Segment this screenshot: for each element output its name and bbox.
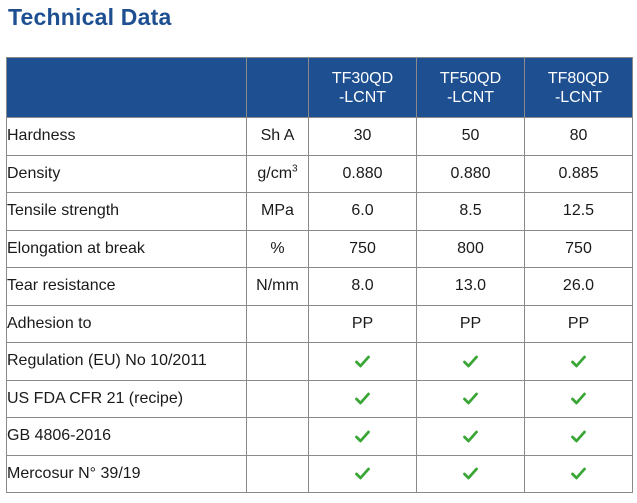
value-cell	[524, 379, 633, 418]
page-title: Technical Data	[8, 4, 172, 30]
header-unit	[246, 57, 309, 118]
value-cell: 800	[416, 229, 525, 268]
unit-cell: g/cm3	[246, 154, 309, 193]
value-cell	[308, 342, 417, 381]
value-cell: PP	[416, 304, 525, 343]
unit-cell: MPa	[246, 192, 309, 231]
property-label: Density	[6, 154, 247, 193]
unit-cell: N/mm	[246, 267, 309, 306]
check-icon	[571, 355, 586, 368]
value-cell: 0.885	[524, 154, 633, 193]
unit-cell	[246, 379, 309, 418]
value-cell: 50	[416, 117, 525, 156]
table-header-row: TF30QD -LCNT TF50QD -LCNT TF80QD -LCNT	[6, 57, 633, 118]
table-row: Regulation (EU) No 10/2011	[6, 342, 633, 381]
technical-data-table: TF30QD -LCNT TF50QD -LCNT TF80QD -LCNT H…	[6, 57, 633, 493]
check-icon	[355, 430, 370, 443]
value-cell	[524, 342, 633, 381]
value-cell: PP	[524, 304, 633, 343]
value-cell	[524, 454, 633, 493]
property-label: Elongation at break	[6, 229, 247, 268]
unit-cell	[246, 304, 309, 343]
value-cell: PP	[308, 304, 417, 343]
property-label: Tensile strength	[6, 192, 247, 231]
unit-cell	[246, 454, 309, 493]
header-property	[6, 57, 247, 118]
header-product: TF80QD -LCNT	[524, 57, 633, 118]
value-cell: 80	[524, 117, 633, 156]
value-cell	[416, 342, 525, 381]
check-icon	[355, 392, 370, 405]
header-product: TF50QD -LCNT	[416, 57, 525, 118]
value-cell: 8.5	[416, 192, 525, 231]
property-label: Mercosur N° 39/19	[6, 454, 247, 493]
check-icon	[463, 430, 478, 443]
value-cell: 750	[308, 229, 417, 268]
check-icon	[571, 430, 586, 443]
table-row: Adhesion to PP PP PP	[6, 304, 633, 343]
value-cell: 0.880	[416, 154, 525, 193]
value-cell: 26.0	[524, 267, 633, 306]
table-row: Tensile strength MPa 6.0 8.5 12.5	[6, 192, 633, 231]
unit-cell: %	[246, 229, 309, 268]
value-cell: 0.880	[308, 154, 417, 193]
property-label: Hardness	[6, 117, 247, 156]
value-cell	[416, 454, 525, 493]
check-icon	[463, 392, 478, 405]
table-row: Hardness Sh A 30 50 80	[6, 117, 633, 156]
value-cell: 750	[524, 229, 633, 268]
value-cell	[308, 379, 417, 418]
unit-cell	[246, 417, 309, 456]
property-label: US FDA CFR 21 (recipe)	[6, 379, 247, 418]
property-label: Adhesion to	[6, 304, 247, 343]
table-row: Density g/cm3 0.880 0.880 0.885	[6, 154, 633, 193]
check-icon	[571, 392, 586, 405]
value-cell: 13.0	[416, 267, 525, 306]
check-icon	[571, 467, 586, 480]
property-label: Tear resistance	[6, 267, 247, 306]
property-label: Regulation (EU) No 10/2011	[6, 342, 247, 381]
table-row: Mercosur N° 39/19	[6, 454, 633, 493]
value-cell: 12.5	[524, 192, 633, 231]
value-cell	[308, 454, 417, 493]
table-row: Elongation at break% 750 800 750	[6, 229, 633, 268]
unit-cell: Sh A	[246, 117, 309, 156]
check-icon	[355, 467, 370, 480]
table-row: Tear resistance N/mm 8.0 13.0 26.0	[6, 267, 633, 306]
value-cell	[416, 379, 525, 418]
value-cell	[416, 417, 525, 456]
value-cell: 30	[308, 117, 417, 156]
header-product: TF30QD -LCNT	[308, 57, 417, 118]
property-label: GB 4806-2016	[6, 417, 247, 456]
check-icon	[463, 467, 478, 480]
value-cell: 8.0	[308, 267, 417, 306]
unit-cell	[246, 342, 309, 381]
table-row: GB 4806-2016	[6, 417, 633, 456]
table-row: US FDA CFR 21 (recipe)	[6, 379, 633, 418]
value-cell: 6.0	[308, 192, 417, 231]
check-icon	[463, 355, 478, 368]
value-cell	[524, 417, 633, 456]
check-icon	[355, 355, 370, 368]
value-cell	[308, 417, 417, 456]
